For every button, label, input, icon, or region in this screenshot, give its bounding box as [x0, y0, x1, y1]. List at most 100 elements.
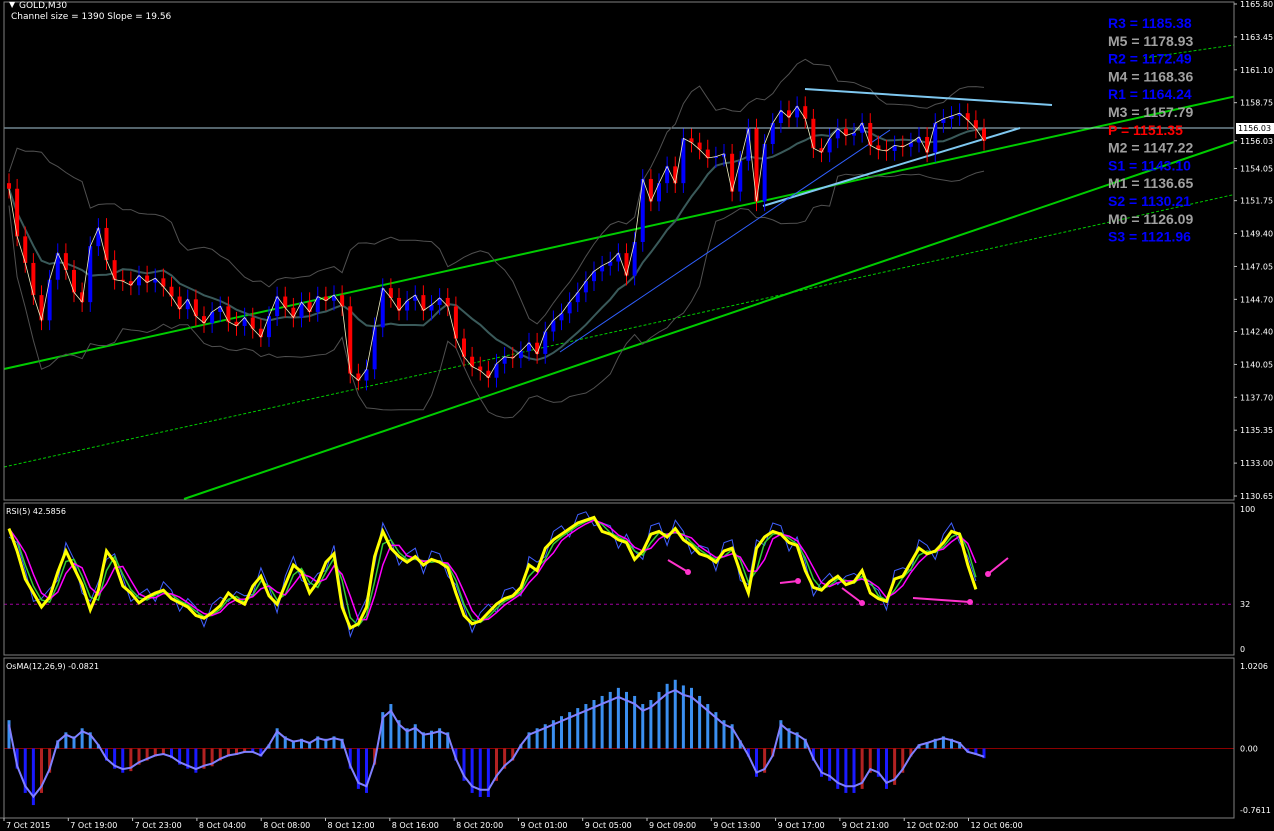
osma-bar: [348, 748, 352, 769]
candle-body: [592, 271, 596, 282]
candle-body: [80, 292, 85, 303]
osma-bar: [291, 740, 295, 749]
osma-bar: [340, 738, 344, 749]
support-trendline: [762, 127, 1021, 207]
osma-bar: [31, 748, 35, 806]
price-tick-label: 1133.00: [1240, 459, 1273, 468]
osma-bar: [470, 748, 474, 793]
osma-bar: [194, 748, 198, 773]
candle-body: [137, 275, 141, 286]
osma-bar: [105, 748, 108, 761]
candle-body: [746, 128, 751, 161]
osma-bar: [820, 748, 823, 777]
candle-body: [120, 279, 125, 282]
candle-body: [852, 132, 856, 136]
price-tick-label: 1151.75: [1240, 197, 1273, 206]
channel-info: Channel size = 1390 Slope = 19.56: [11, 12, 172, 22]
candle-body: [202, 316, 206, 324]
candle-body: [193, 299, 198, 317]
candle-body: [689, 138, 694, 143]
candle-body: [494, 363, 499, 378]
current-price-value: 1156.03: [1238, 124, 1271, 133]
candle-body: [413, 295, 418, 301]
time-tick-label: 9 Oct 01:00: [520, 821, 567, 830]
candle-body: [616, 253, 621, 262]
osma-bar: [893, 748, 897, 785]
candle-body: [31, 262, 36, 296]
osma-bar: [48, 748, 52, 773]
candle-body: [169, 286, 174, 297]
price-tick-label: 1142.40: [1240, 328, 1273, 337]
osma-bar: [283, 736, 287, 749]
osma-bar: [746, 748, 750, 757]
rsi-pane[interactable]: [4, 511, 1234, 639]
price-tick-label: 1140.05: [1240, 360, 1273, 369]
candle-body: [55, 253, 60, 280]
candle-body: [23, 236, 28, 263]
time-tick-label: 9 Oct 17:00: [778, 821, 825, 830]
osma-bar: [982, 748, 986, 759]
candle-body: [242, 317, 247, 326]
osma-bar: [616, 687, 620, 749]
candle-body: [453, 306, 458, 339]
pivot-level-label: M0 = 1126.09: [1108, 211, 1193, 227]
osma-bar: [876, 748, 880, 777]
osma-bar: [235, 748, 238, 755]
channel-line-lower: [183, 141, 1235, 500]
osma-bar: [551, 720, 555, 749]
osma-tick-label: -0.7611: [1240, 806, 1271, 815]
osma-bar: [64, 732, 68, 749]
candle-body: [957, 113, 962, 116]
osma-bar: [438, 728, 442, 749]
annotation-arrow: [987, 557, 1009, 575]
candle-body: [7, 183, 11, 189]
osma-bar: [153, 748, 157, 757]
pivot-level-label: M1 = 1136.65: [1108, 175, 1193, 191]
candle-body: [811, 118, 816, 149]
candle-body: [307, 302, 312, 312]
osma-tick-label: 0.00: [1240, 744, 1258, 753]
osma-bar: [641, 704, 645, 749]
osma-bar: [478, 748, 482, 797]
price-tick-label: 1147.05: [1240, 262, 1273, 271]
candle-body: [697, 142, 702, 150]
candle-body: [486, 370, 491, 378]
annotation-arrowhead: [985, 571, 991, 577]
time-tick-label: 9 Oct 09:00: [649, 821, 696, 830]
osma-bar: [80, 728, 84, 749]
candle-body: [713, 156, 718, 158]
candle-body: [762, 143, 767, 202]
osma-bar: [527, 732, 531, 749]
time-tick-label: 9 Oct 21:00: [842, 821, 889, 830]
candle-body: [267, 316, 271, 338]
price-tick-label: 1156.03: [1240, 137, 1273, 146]
osma-bar: [925, 742, 929, 749]
candle-body: [315, 296, 320, 312]
osma-bar: [397, 720, 401, 749]
candle-body: [128, 281, 133, 286]
candle-body: [478, 366, 483, 371]
osma-tick-label: 1.0206: [1240, 662, 1268, 671]
osma-bar: [933, 738, 937, 749]
osma-pane[interactable]: [4, 679, 1234, 806]
candle-body: [527, 342, 531, 352]
symbol-dropdown-icon[interactable]: ▼: [9, 0, 16, 9]
osma-bar: [568, 712, 572, 749]
pivot-level-label: M4 = 1168.36: [1108, 68, 1193, 84]
price-tick-label: 1130.65: [1240, 492, 1273, 501]
osma-bar: [251, 748, 255, 753]
osma-bar: [690, 687, 693, 749]
candle-body: [965, 113, 970, 121]
candle-body: [185, 299, 190, 310]
candle-body: [72, 269, 76, 293]
osma-bar: [202, 748, 206, 769]
osma-bar: [860, 748, 864, 789]
osma-bar: [324, 738, 328, 749]
osma-signal-line: [8, 688, 985, 799]
osma-bar: [803, 738, 807, 749]
current-price-tag: [1236, 123, 1274, 134]
price-tick-label: 1165.80: [1240, 0, 1273, 9]
candle-body: [283, 296, 288, 308]
